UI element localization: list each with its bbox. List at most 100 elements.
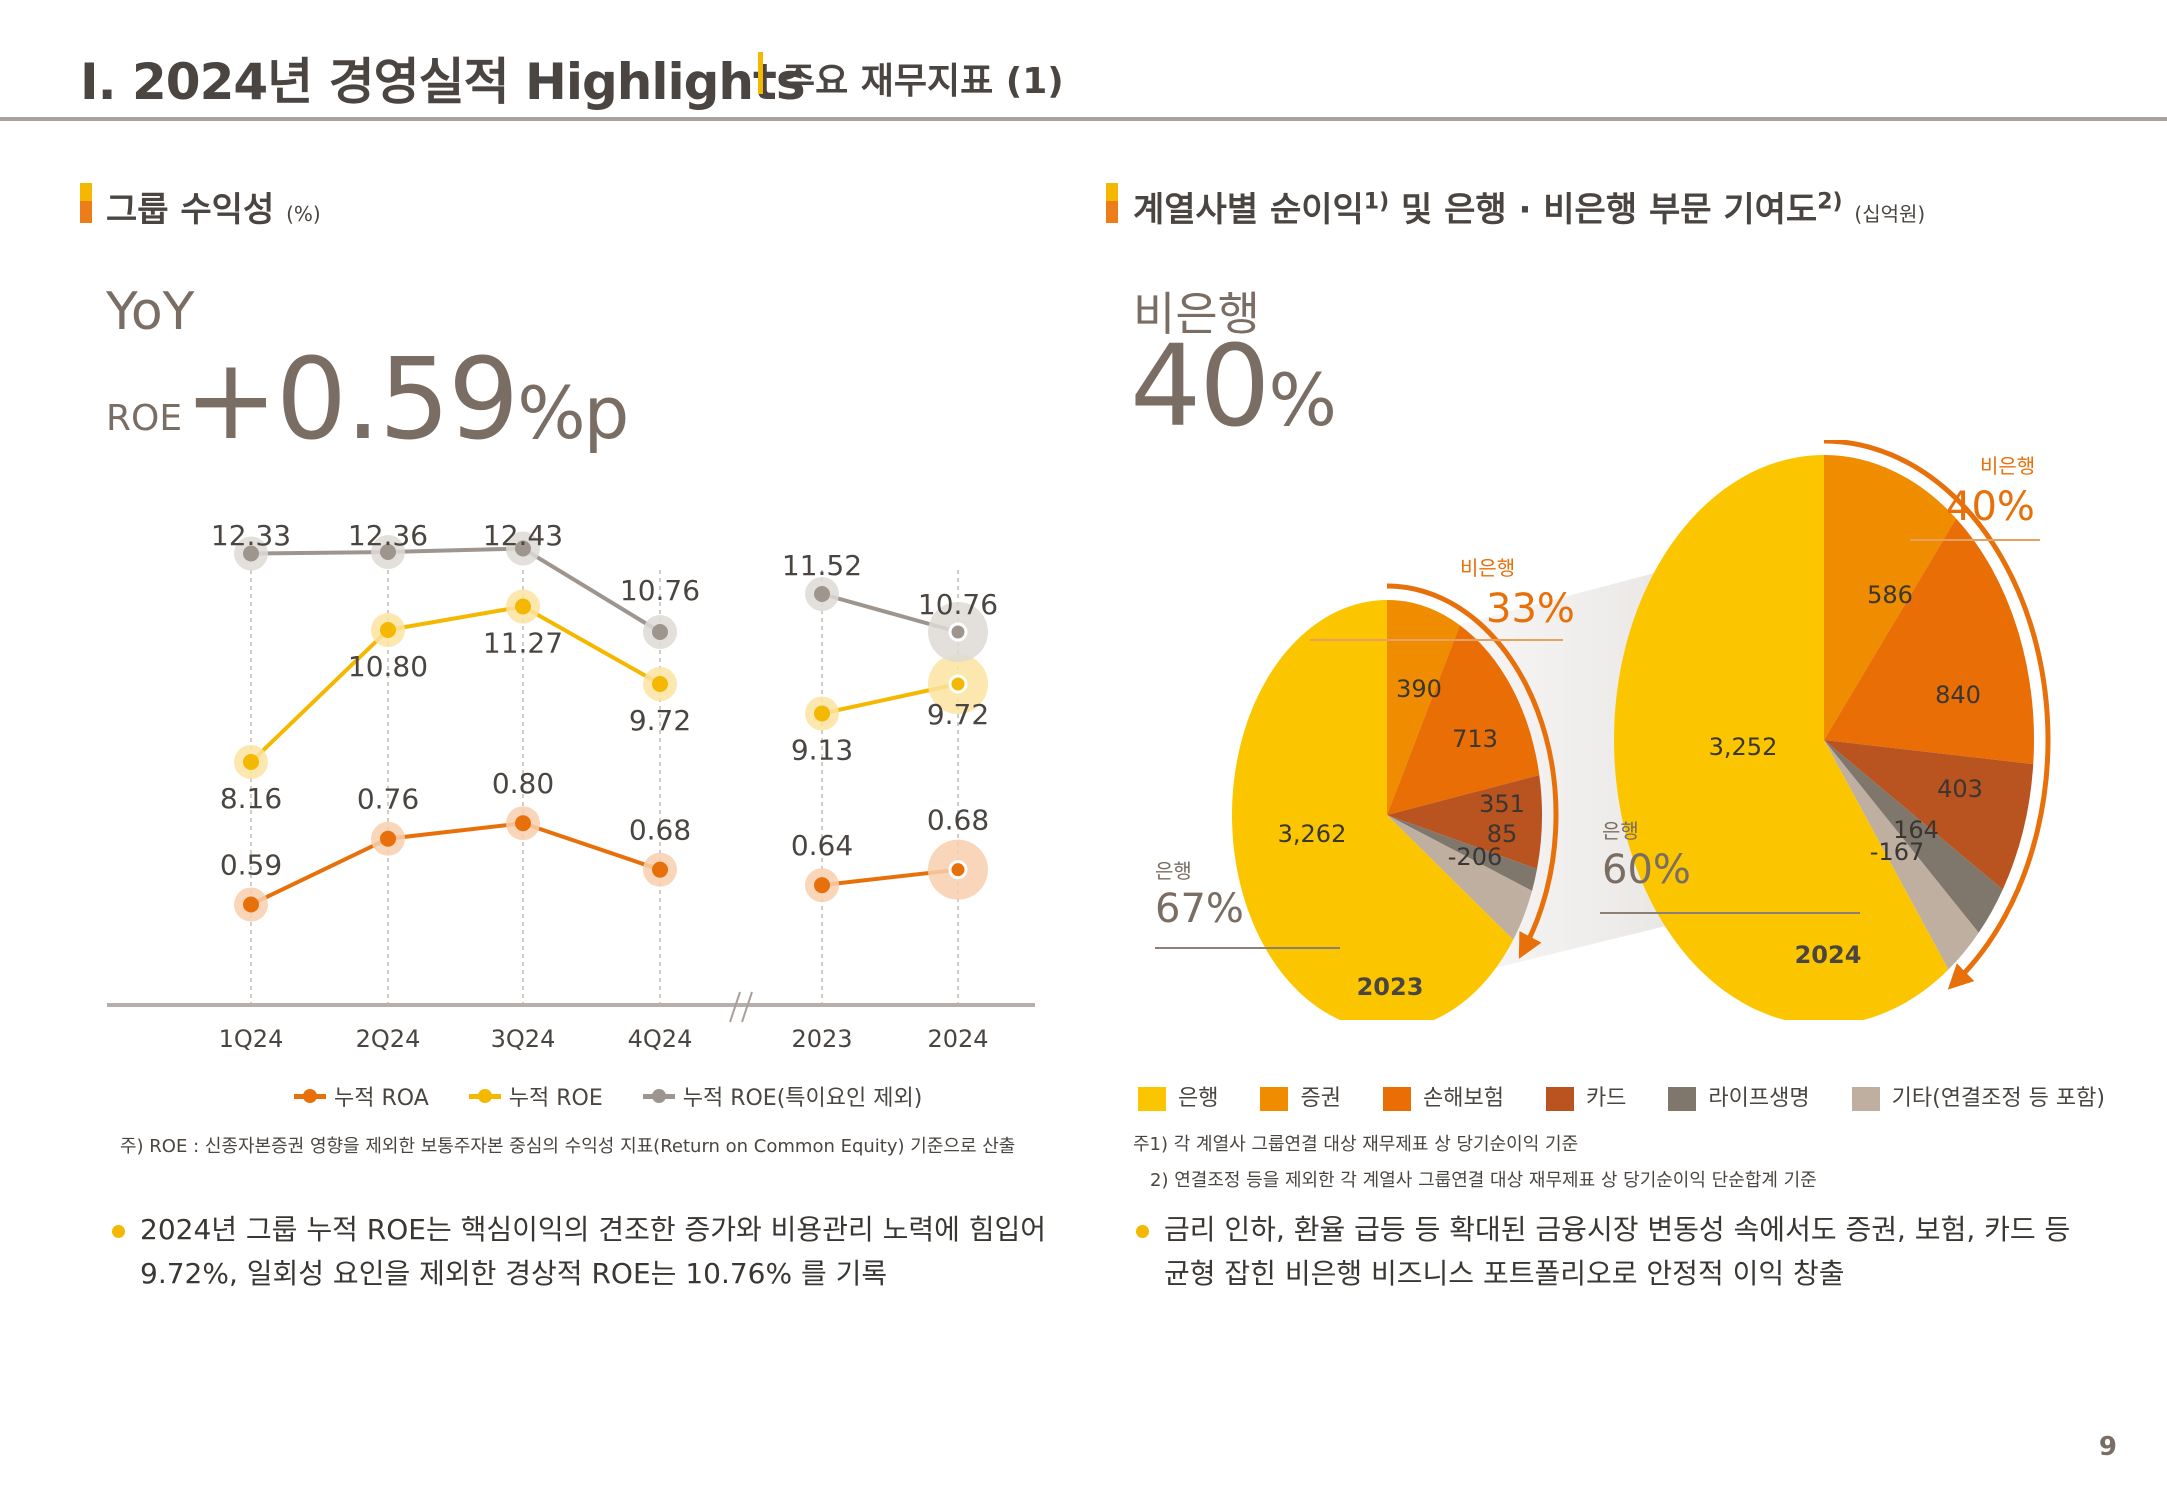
data-label: 0.80 [492, 767, 554, 800]
header-divider [0, 117, 2167, 121]
kpi-metric-roe: ROE [106, 398, 183, 439]
data-point [380, 544, 396, 560]
data-point [515, 815, 531, 832]
data-label: 9.72 [927, 698, 989, 731]
slice-value-label: 85 [1487, 820, 1518, 848]
data-point [948, 860, 968, 880]
footnote-ref-1: 1) [1363, 189, 1390, 215]
kpi-label-yoy: YoY [106, 282, 195, 342]
data-label: 0.59 [220, 849, 282, 882]
kpi-unit: % [1268, 358, 1337, 442]
footnote-ref-2: 2) [1817, 189, 1843, 215]
page-number: 9 [2098, 1432, 2117, 1462]
axis-break-mark [729, 991, 741, 1023]
data-label: 0.68 [629, 814, 691, 847]
pie-slice-라이프생명 [1387, 815, 1538, 891]
pie-slice-라이프생명 [1824, 740, 2003, 933]
legend-label: 카드 [1585, 1086, 1627, 1111]
pie-legend-item: 은행 [1138, 1080, 1218, 1112]
legend-label: 은행 [1178, 1086, 1219, 1111]
bank-label-2024: 은행 [1602, 819, 1639, 843]
data-label: 8.16 [220, 782, 282, 815]
section-marker [80, 183, 92, 223]
data-point [652, 861, 668, 878]
legend-swatch [1138, 1087, 1166, 1111]
pie-slice-기타(연결조정 등 포함) [1824, 740, 1979, 970]
data-point [652, 624, 668, 640]
legend-item-roe: 누적 ROE [468, 1080, 603, 1112]
kpi-value: +0.59 [184, 335, 519, 465]
kpi-value: 40 [1130, 322, 1271, 452]
series-line-roe_ex [250, 546, 662, 634]
x-tick-label: 2Q24 [356, 1025, 421, 1053]
data-label: 12.36 [348, 519, 428, 552]
slice-value-label: 390 [1396, 675, 1442, 703]
data-point [380, 622, 396, 638]
slice-value-label: 351 [1479, 790, 1525, 818]
slice-value-label: 840 [1935, 681, 1981, 709]
legend-swatch [1851, 1087, 1880, 1111]
year-label-2023: 2023 [1357, 973, 1424, 1001]
legend-swatch [1668, 1087, 1697, 1111]
section-title-text-mid: 및 은행 · 비은행 부문 기여도 [1389, 190, 1818, 230]
section-title-text: 계열사별 순이익 [1133, 190, 1364, 230]
slice-value-label: 164 [1893, 816, 1939, 844]
bank-share-2024: 60% [1602, 847, 1691, 893]
section-unit: (%) [286, 202, 321, 226]
x-tick-label: 2023 [791, 1025, 852, 1053]
data-point [515, 598, 531, 615]
axis-break-mark [741, 991, 753, 1023]
legend-item-roa: 누적 ROA [294, 1080, 429, 1112]
x-tick-label: 1Q24 [219, 1025, 284, 1053]
bullet-dot [1136, 1225, 1149, 1238]
bullet-text-left: 2024년 그룹 누적 ROE는 핵심이익의 견조한 증가와 비용관리 노력에 … [140, 1208, 1046, 1296]
year-label-2024: 2024 [1795, 941, 1862, 969]
kpi-value-nonbank: 40% [1130, 322, 1337, 452]
slice-value-label: 3,252 [1709, 733, 1778, 761]
bullet-line: 금리 인하, 환율 급등 등 확대된 금융시장 변동성 속에서도 증권, 보험,… [1164, 1213, 2071, 1246]
pie-legend-item: 손해보험 [1382, 1080, 1504, 1112]
data-point [243, 896, 259, 913]
data-point [814, 877, 830, 894]
data-label: 10.80 [348, 650, 428, 683]
series-line-roa [250, 821, 661, 907]
pie-legend-item: 증권 [1260, 1080, 1341, 1112]
roe-roa-line-chart: 0.59 0.76 0.80 0.68 0.64 0.68 8.16 10.80 11.27 9.… [107, 519, 1035, 1053]
pie-legend: 은행 증권 손해보험 카드 라이프생명 기타(연결조정 등 포함) [1138, 1080, 2105, 1112]
page-subtitle: 주요 재무지표 (1) [782, 61, 1064, 102]
data-label: 0.64 [791, 829, 853, 862]
data-point [243, 545, 259, 562]
nonbank-label-2023: 비은행 [1460, 556, 1515, 580]
legend-label: 누적 ROE [508, 1086, 603, 1111]
pie-legend-item: 기타(연결조정 등 포함) [1851, 1080, 2105, 1112]
nonbank-arc-arrow [1386, 583, 1559, 959]
data-label: 12.33 [211, 519, 291, 552]
slice-value-label: 713 [1452, 725, 1498, 753]
data-label: 12.43 [483, 519, 563, 552]
data-label: 9.13 [791, 734, 853, 767]
pie-legend-item: 카드 [1545, 1080, 1627, 1112]
legend-label: 누적 ROA [334, 1086, 429, 1111]
pie-legend-item: 라이프생명 [1668, 1080, 1810, 1112]
pie-slice-은행 [1232, 600, 1514, 1020]
data-label: 10.76 [918, 588, 998, 621]
data-point [515, 540, 531, 557]
legend-label: 라이프생명 [1708, 1086, 1810, 1111]
pie-slice-카드 [1824, 740, 2034, 890]
x-tick-label: 3Q24 [491, 1025, 556, 1053]
legend-label: 증권 [1300, 1086, 1341, 1111]
legend-label: 누적 ROE(특이요인 제외) [682, 1086, 923, 1111]
data-point [948, 622, 968, 642]
slice-value-label: -167 [1870, 838, 1924, 866]
roe-footnote: 주) ROE : 신종자본증권 영향을 제외한 보통주자본 중심의 수익성 지표… [120, 1136, 1016, 1157]
data-point [652, 676, 668, 692]
title-separator [758, 52, 763, 94]
pie-slice-기타(연결조정 등 포함) [1387, 815, 1533, 940]
page-title: I. 2024년 경영실적 Highlights [80, 53, 806, 111]
legend-swatch [1260, 1087, 1289, 1111]
legend-swatch [1382, 1087, 1411, 1111]
legend-marker-roe-ex [642, 1088, 675, 1103]
data-point [380, 830, 396, 847]
bank-share-2023: 67% [1155, 886, 1244, 932]
